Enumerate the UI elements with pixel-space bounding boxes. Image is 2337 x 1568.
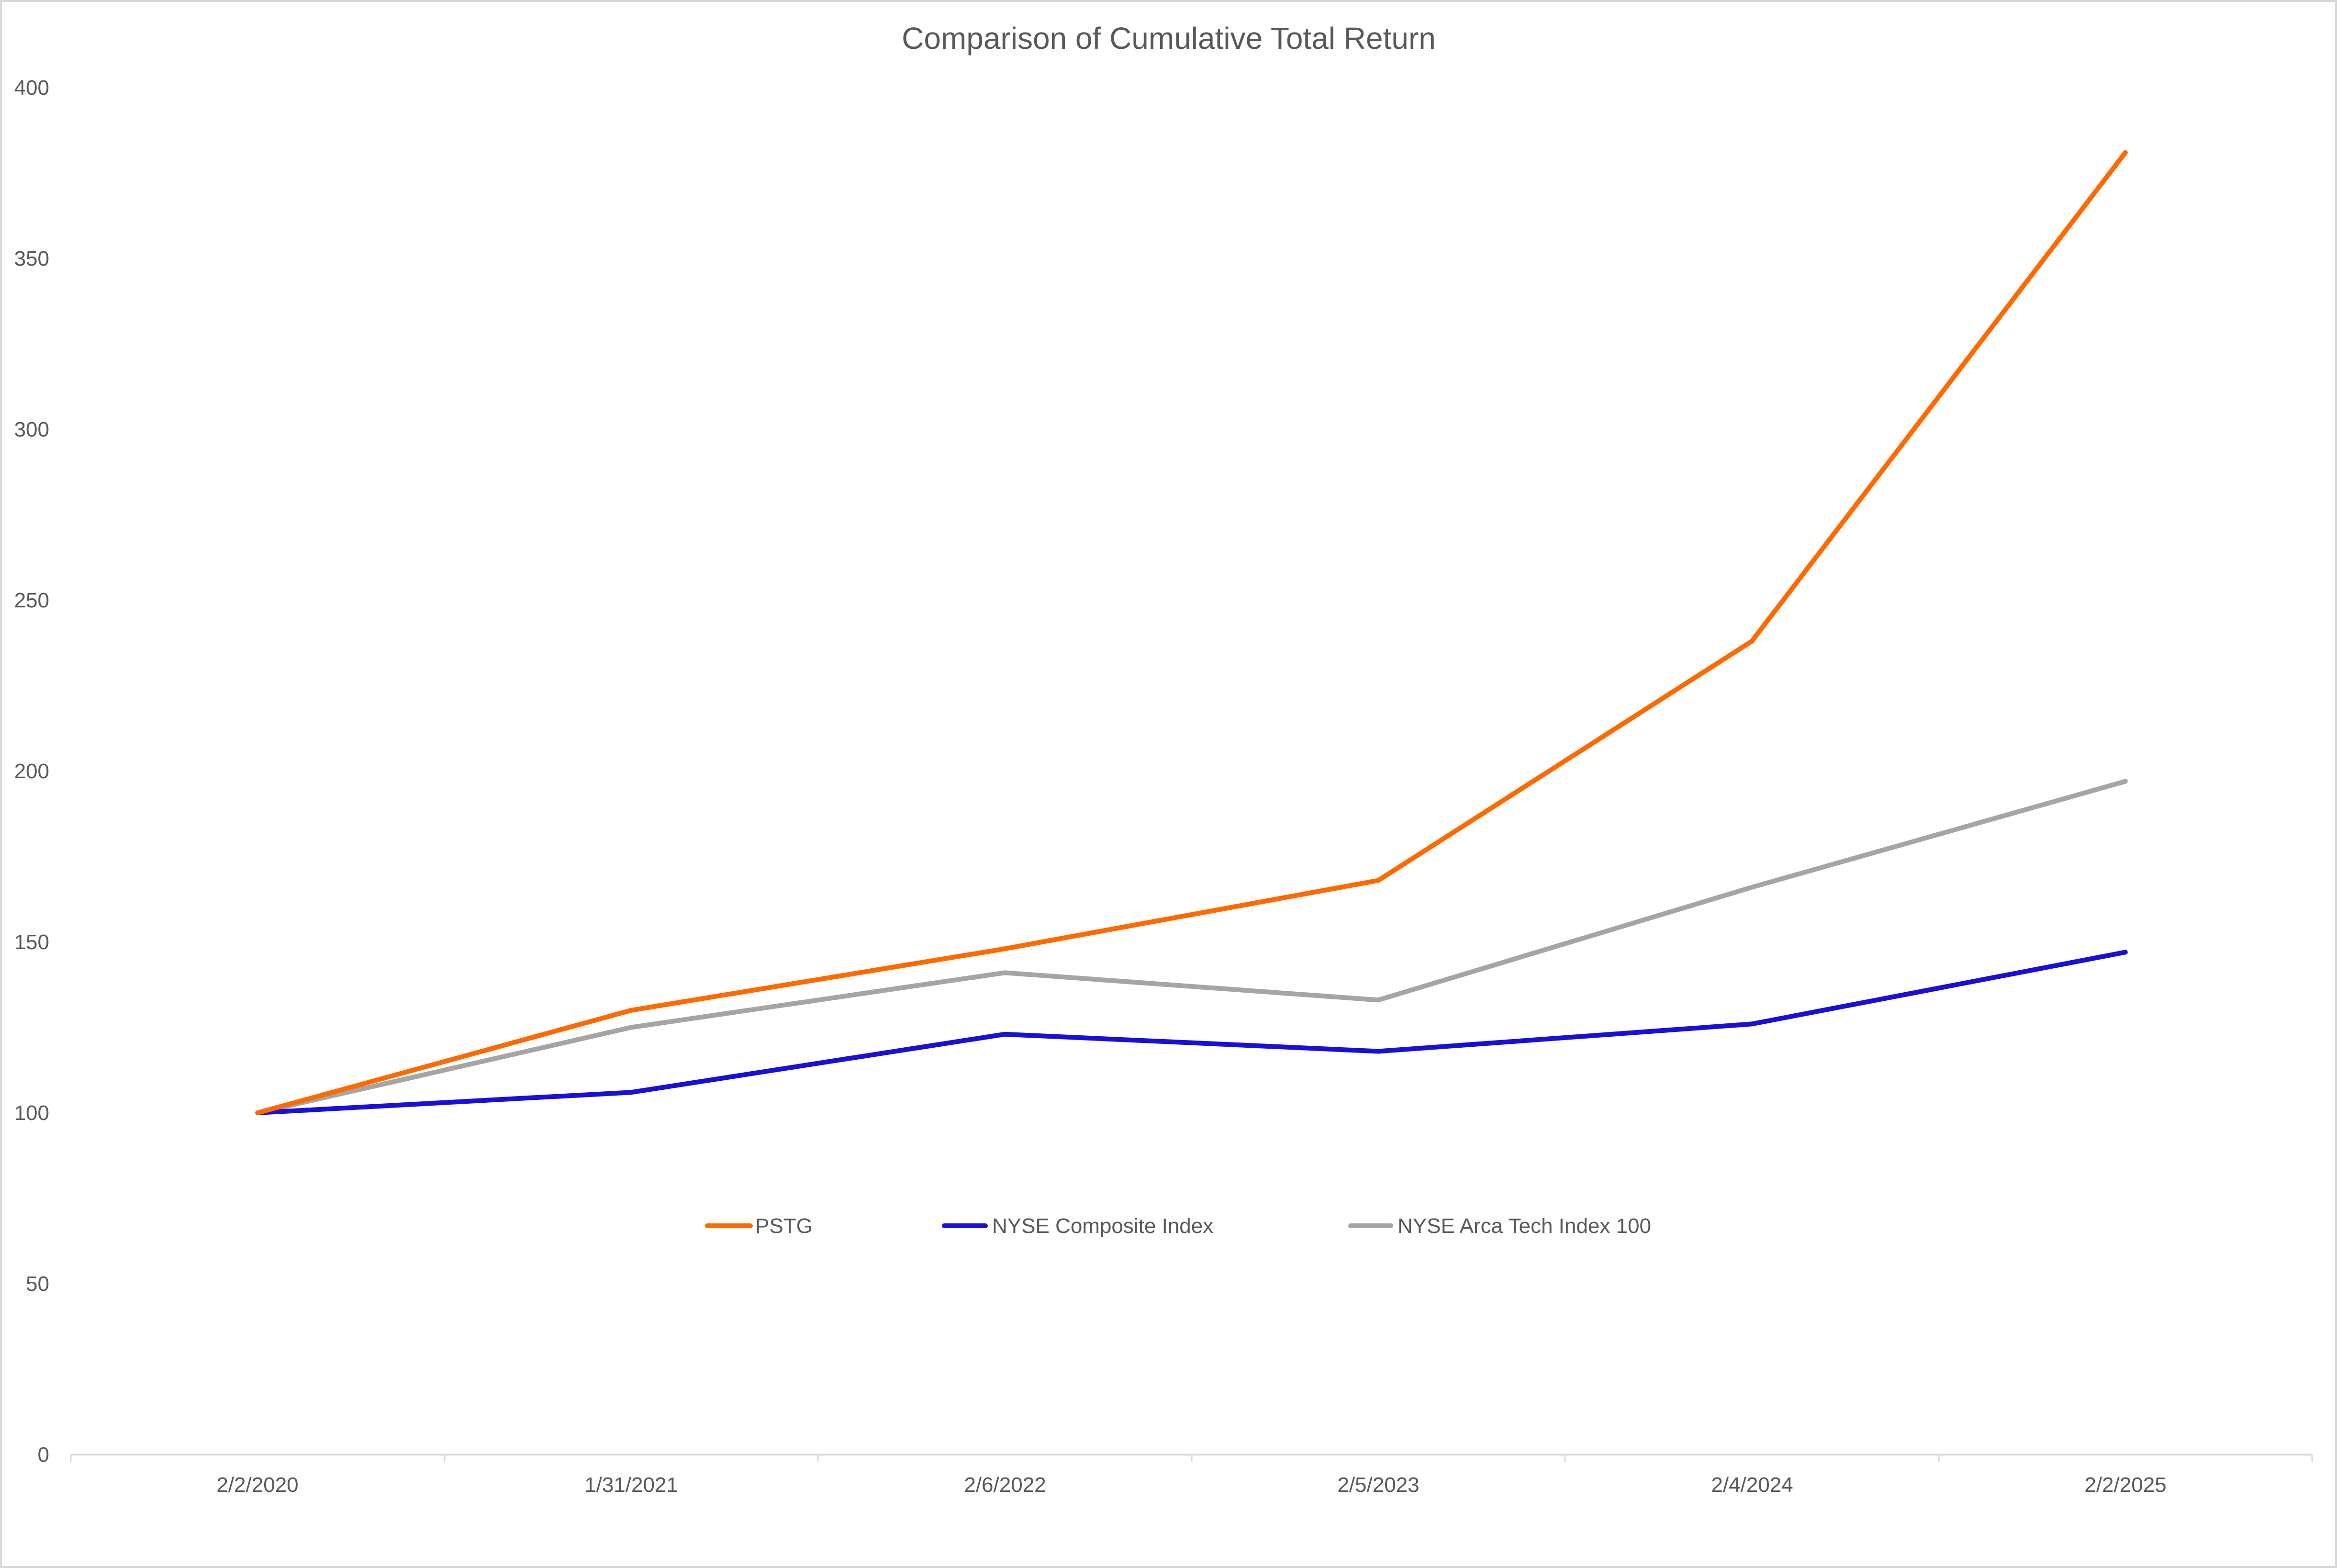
- y-axis: 0 50 100 150 200 250 300 350 400: [14, 76, 49, 1467]
- legend: PSTG NYSE Composite Index NYSE Arca Tech…: [705, 1214, 1651, 1238]
- series-line-nyse-composite-index: [255, 950, 2128, 1115]
- x-tick-label: 2/2/2025: [2084, 1473, 2166, 1497]
- legend-label-nyse-arca-tech: NYSE Arca Tech Index 100: [1398, 1214, 1651, 1238]
- y-tick-label: 200: [14, 760, 49, 783]
- chart-title: Comparison of Cumulative Total Return: [902, 21, 1436, 56]
- legend-item-nyse-arca-tech[interactable]: NYSE Arca Tech Index 100: [1348, 1214, 1651, 1238]
- x-tick-label: 2/4/2024: [1711, 1473, 1793, 1497]
- y-tick-label: 250: [14, 589, 49, 612]
- y-tick-label: 350: [14, 247, 49, 270]
- y-tick-label: 400: [14, 76, 49, 100]
- legend-label-pstg: PSTG: [755, 1214, 813, 1238]
- series-line-pstg: [255, 150, 2128, 1115]
- legend-label-nyse-composite: NYSE Composite Index: [992, 1214, 1213, 1238]
- x-tick-label: 2/5/2023: [1337, 1473, 1419, 1497]
- x-tick-label: 1/31/2021: [584, 1473, 678, 1497]
- y-tick-label: 100: [14, 1101, 49, 1125]
- y-tick-label: 300: [14, 418, 49, 441]
- x-tick-label: 2/6/2022: [964, 1473, 1046, 1497]
- legend-item-nyse-composite[interactable]: NYSE Composite Index: [942, 1214, 1213, 1238]
- y-tick-label: 0: [38, 1443, 49, 1467]
- legend-item-pstg[interactable]: PSTG: [705, 1214, 813, 1238]
- y-tick-label: 50: [26, 1272, 49, 1296]
- series-line-nyse-arca-tech-index-100: [255, 779, 2128, 1115]
- y-tick-label: 150: [14, 930, 49, 954]
- series-layer: [255, 150, 2128, 1115]
- x-axis: 2/2/2020 1/31/2021 2/6/2022 2/5/2023 2/4…: [70, 1454, 2313, 1497]
- x-tick-label: 2/2/2020: [216, 1473, 298, 1497]
